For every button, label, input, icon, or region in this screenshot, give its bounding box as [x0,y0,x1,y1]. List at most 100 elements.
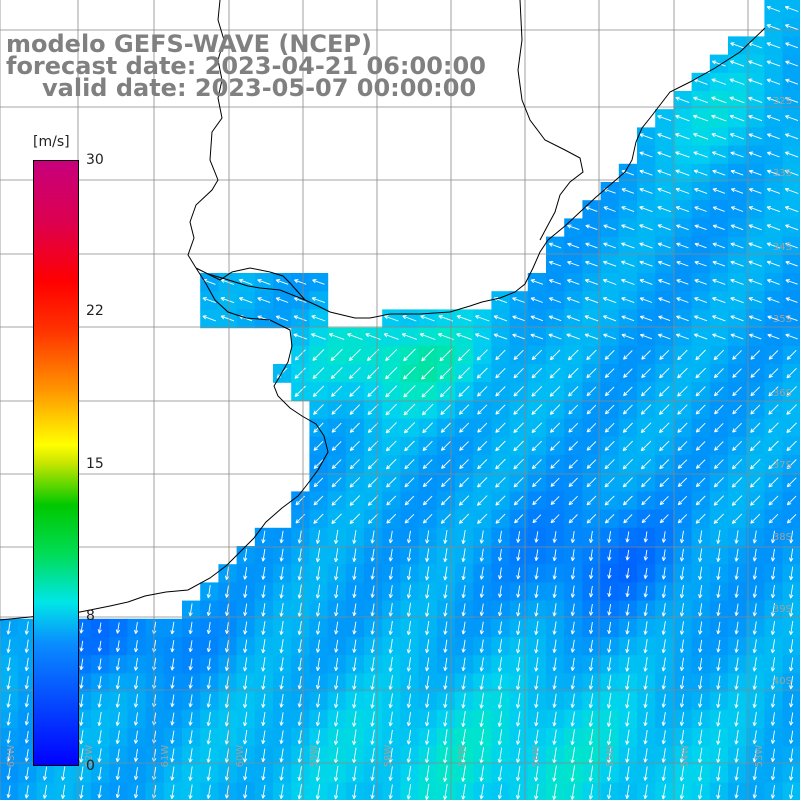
wind-arrow [661,693,666,708]
wind-arrow [425,621,430,635]
wind-arrow [676,260,689,267]
wind-arrow [639,169,653,176]
wind-arrow [679,584,685,599]
wind-arrow [625,639,630,654]
wind-arrow [711,151,726,158]
wind-arrow [770,639,776,654]
wind-arrow [731,495,743,506]
wind-arrow [606,784,612,800]
wind-arrow [550,477,560,487]
wind-arrow [370,639,375,654]
wind-arrow [532,495,542,506]
wind-arrow [425,602,430,617]
wind-arrow [443,530,448,544]
wind-arrow [730,206,744,212]
wind-arrow [588,603,594,616]
wind-arrow [279,530,284,544]
wind-arrow [752,585,757,598]
wind-arrow [713,513,725,524]
wind-arrow [748,151,762,158]
wind-arrow [370,747,375,763]
wind-arrow [679,621,685,635]
wind-arrow [789,712,794,726]
wind-arrow [625,531,630,543]
wind-arrow [768,404,779,415]
wind-arrow [388,748,393,763]
wind-arrow [513,367,524,379]
wind-arrow [443,693,448,708]
wind-arrow [388,711,393,727]
wind-arrow [677,349,688,361]
wind-arrow [534,603,539,617]
wind-arrow [693,151,708,158]
wind-arrow [461,530,466,544]
wind-arrow [474,333,490,340]
wind-arrow [604,386,615,397]
wind-arrow [79,676,84,689]
wind-arrow [188,658,193,671]
wind-arrow [352,566,357,580]
wind-arrow [694,242,707,249]
wind-arrow [607,586,612,598]
wind-arrow [6,749,11,762]
wind-arrow [42,766,48,781]
wind-arrow [786,477,797,488]
wind-arrow [694,224,707,231]
wind-arrow [79,784,84,799]
wind-arrow [711,78,727,85]
wind-arrow [657,242,671,249]
wind-arrow [767,297,780,303]
wind-arrow [333,747,339,764]
wind-arrow [331,422,342,433]
wind-arrow [443,566,448,581]
wind-arrow [658,279,671,285]
wind-arrow [730,242,744,249]
wind-arrow [588,639,594,653]
wind-arrow [206,748,211,763]
wind-arrow [786,367,797,379]
wind-arrow [766,42,781,49]
wind-arrow [6,767,11,780]
wind-arrow [716,693,721,708]
wind-arrow [352,784,357,800]
wind-arrow [734,785,739,799]
wind-arrow [497,692,503,709]
wind-arrow [383,333,399,340]
wind-arrow [698,657,703,671]
wind-arrow [458,513,470,524]
wind-arrow [315,602,321,617]
wind-arrow [297,530,302,544]
wind-arrow [552,639,557,653]
wind-arrow [731,477,743,488]
wind-arrow [712,224,725,231]
wind-arrow [279,766,284,781]
wind-arrow [766,133,780,140]
wind-arrow [585,260,598,267]
wind-arrow [567,349,579,361]
wind-arrow [170,748,175,763]
wind-arrow [713,386,724,397]
wind-arrow [716,548,721,562]
river-plate-border [187,0,306,301]
wind-arrow [220,297,235,304]
wind-arrow [352,621,357,635]
wind-arrow [188,712,193,726]
wind-arrow [388,620,393,636]
wind-arrow [625,586,630,598]
wind-arrow [789,694,794,708]
wind-arrow [331,459,342,470]
wind-arrow [566,279,580,285]
wind-arrow [585,224,598,231]
wind-arrow [313,513,324,524]
wind-arrow [261,675,266,690]
wind-arrow [425,693,430,708]
wind-arrow [677,404,688,415]
wind-arrow [6,730,11,744]
wind-arrow [421,403,434,416]
wind-arrow [643,549,648,561]
wind-arrow [534,639,539,654]
wind-arrow [513,495,524,506]
wind-arrow [643,675,648,690]
wind-arrow [401,333,418,340]
wind-arrow [676,315,689,322]
